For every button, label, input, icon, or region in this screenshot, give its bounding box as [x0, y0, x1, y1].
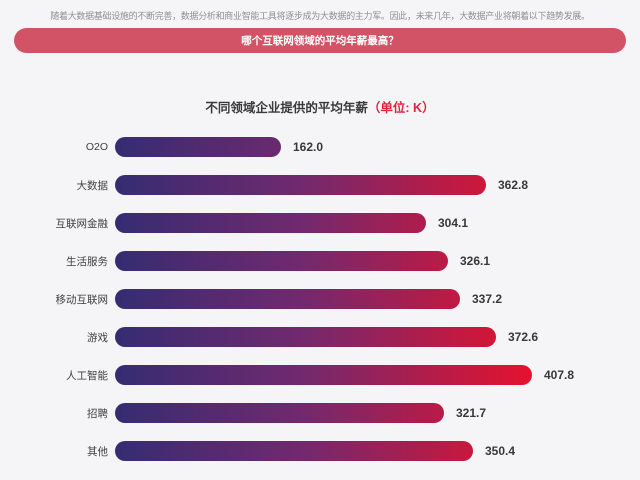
bar-row: 其他 350.4	[0, 441, 640, 461]
bar-row: 大数据 362.8	[0, 175, 640, 195]
bar-row: O2O 162.0	[0, 137, 640, 157]
value-label: 326.1	[460, 254, 491, 268]
value-label: 362.8	[498, 178, 529, 192]
bar-row: 互联网金融 304.1	[0, 213, 640, 233]
bar-row: 移动互联网 337.2	[0, 289, 640, 309]
category-label: 游戏	[87, 331, 108, 344]
intro-text: 随着大数据基础设施的不断完善，数据分析和商业智能工具将逐步成为大数据的主力军。因…	[50, 11, 590, 21]
bar	[115, 251, 448, 271]
question-banner-label: 哪个互联网领域的平均年薪最高？	[241, 35, 399, 47]
bar	[115, 213, 426, 233]
category-label: 大数据	[76, 179, 109, 192]
bar	[115, 327, 496, 347]
bar	[115, 137, 281, 157]
value-label: 321.7	[456, 406, 487, 420]
category-label: O2O	[85, 141, 108, 153]
value-label: 162.0	[293, 140, 324, 154]
value-label: 350.4	[485, 444, 516, 458]
category-label: 生活服务	[66, 255, 108, 268]
value-label: 372.6	[508, 330, 539, 344]
question-banner: 哪个互联网领域的平均年薪最高？	[14, 28, 626, 53]
value-label: 407.8	[544, 368, 575, 382]
bar-row: 招聘 321.7	[0, 403, 640, 423]
value-label: 304.1	[438, 216, 469, 230]
category-label: 其他	[87, 445, 108, 458]
chart-title-text: 不同领域企业提供的平均年薪	[205, 101, 368, 115]
bar	[115, 175, 486, 195]
category-label: 互联网金融	[55, 217, 109, 230]
category-label: 移动互联网	[55, 293, 109, 306]
bar	[115, 403, 444, 423]
bar-row: 游戏 372.6	[0, 327, 640, 347]
bar-row: 生活服务 326.1	[0, 251, 640, 271]
bar	[115, 441, 473, 461]
chart-unit-label: （单位: K）	[367, 101, 435, 115]
value-label: 337.2	[472, 292, 503, 306]
category-label: 招聘	[87, 407, 108, 420]
bar	[115, 289, 460, 309]
chart-title: 不同领域企业提供的平均年薪（单位: K）	[0, 97, 640, 116]
bar-row: 人工智能 407.8	[0, 365, 640, 385]
bar-chart: O2O 162.0 大数据 362.8 互联网金融 304.1 生活服务 326…	[0, 137, 640, 461]
bar	[115, 365, 532, 385]
category-label: 人工智能	[66, 369, 108, 382]
